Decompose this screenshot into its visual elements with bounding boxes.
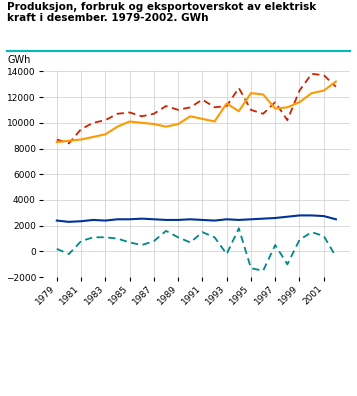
Text: Produksjon, forbruk og eksportoverskot av elektrisk: Produksjon, forbruk og eksportoverskot a… — [7, 2, 316, 12]
Text: GWh: GWh — [7, 55, 30, 65]
Text: kraft i desember. 1979-2002. GWh: kraft i desember. 1979-2002. GWh — [7, 13, 208, 23]
Y-axis label: GWh: GWh — [0, 162, 3, 186]
